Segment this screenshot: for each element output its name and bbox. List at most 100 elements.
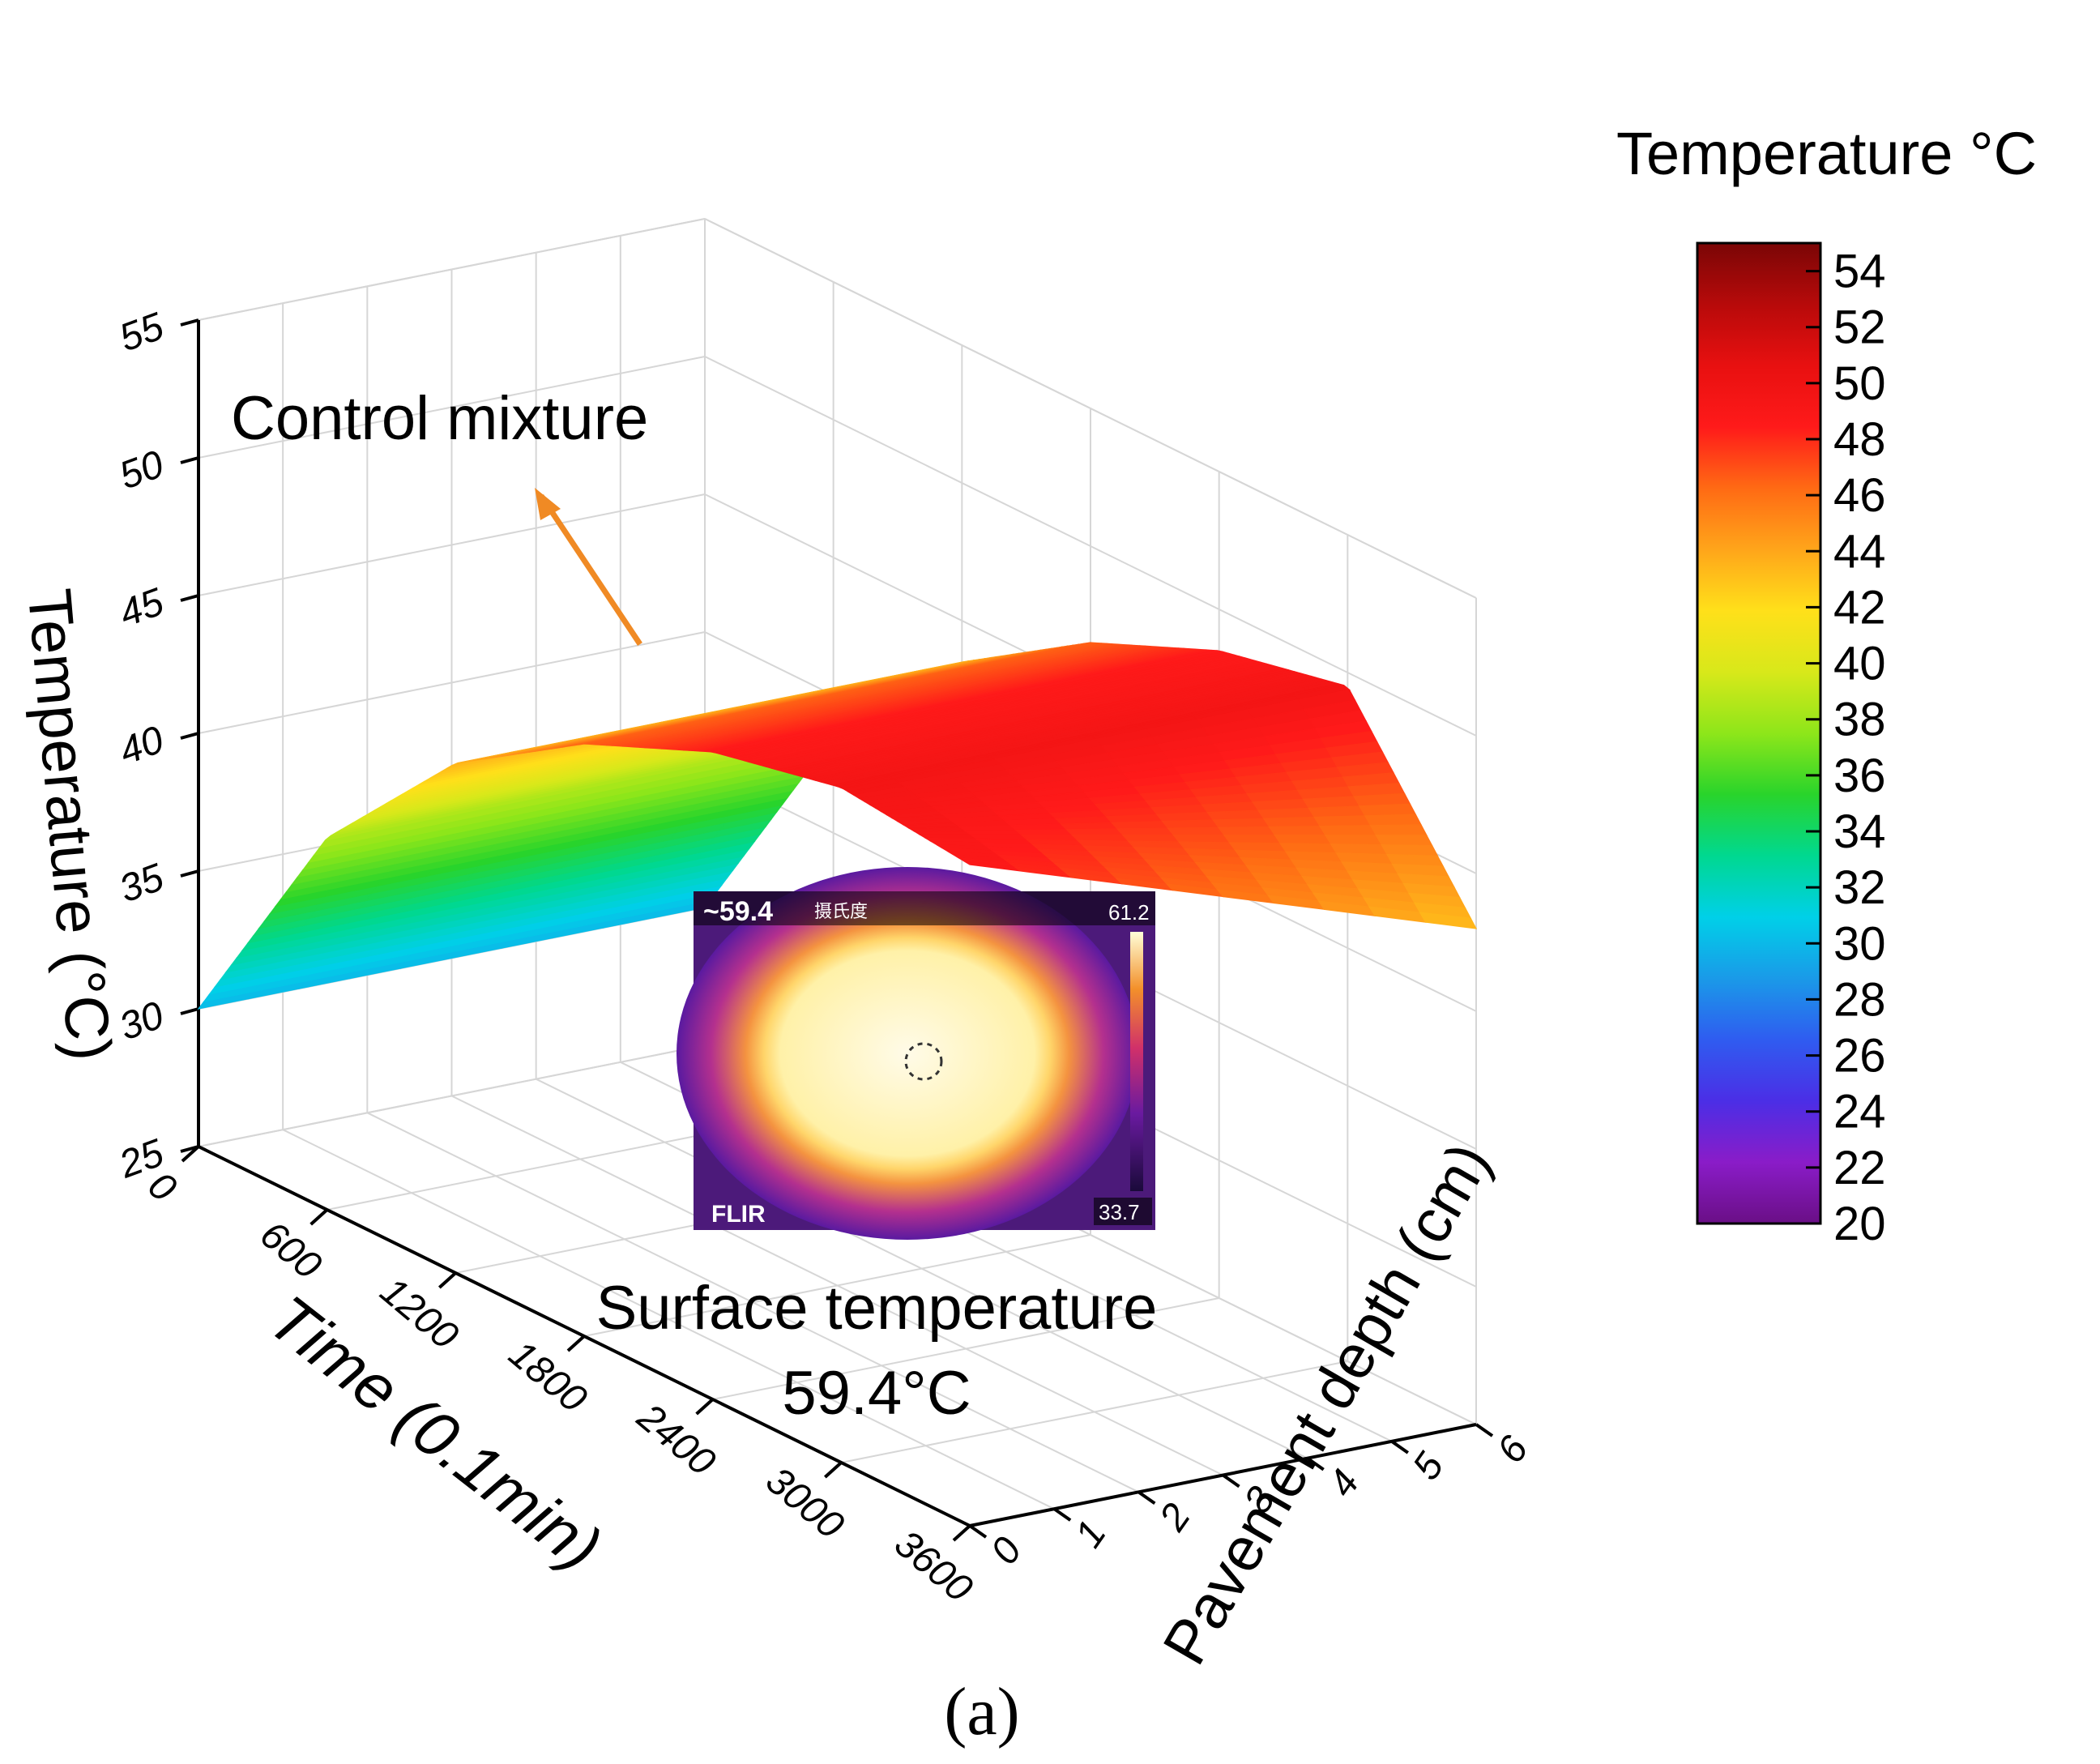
- colorbar-tick-label: 40: [1833, 638, 1886, 690]
- grid-line: [536, 1078, 1308, 1459]
- colorbar-tick-label: 20: [1833, 1198, 1886, 1250]
- colorbar-tick-label: 28: [1833, 973, 1886, 1026]
- z-tick-mark: [180, 594, 199, 602]
- depth-tick-mark: [968, 1524, 988, 1539]
- surface-patch: [1268, 825, 1326, 836]
- surface-patch: [1308, 805, 1366, 818]
- z-tick-mark: [180, 318, 199, 327]
- depth-tick-label: 5: [1405, 1446, 1453, 1489]
- colorbar-tick-label: 50: [1833, 357, 1886, 410]
- grid-line: [198, 631, 706, 734]
- colorbar-tick-label: 24: [1833, 1086, 1886, 1138]
- inset-title-strip: [694, 891, 1155, 925]
- surface-patch: [1167, 826, 1225, 836]
- colorbar: Temperature °C 2022242628303234363840424…: [1616, 120, 2037, 1250]
- time-tick-mark: [695, 1398, 715, 1416]
- surface-patch: [1161, 819, 1220, 829]
- colorbar-tick-label: 46: [1833, 469, 1886, 522]
- time-tick-mark: [181, 1145, 200, 1163]
- time-tick-label: 600: [252, 1213, 330, 1288]
- colorbar-gradient: [1696, 241, 1822, 1225]
- colorbar-title: Temperature °C: [1616, 120, 2037, 187]
- depth-tick-label: 1: [1067, 1513, 1115, 1555]
- time-tick-mark: [438, 1271, 457, 1289]
- time-tick-label: 3000: [758, 1459, 852, 1548]
- colorbar-tick-label: 34: [1833, 805, 1886, 858]
- grid-line: [451, 1095, 1223, 1476]
- inset-scale-min: 33.7: [1099, 1200, 1140, 1224]
- surface-patch: [1318, 825, 1377, 836]
- inset-readout: ~59.4: [703, 896, 773, 927]
- grid-line: [704, 218, 1477, 599]
- surface-patch: [1217, 826, 1276, 836]
- inset-unit: 摄氏度: [814, 901, 868, 921]
- surface-patch: [1110, 821, 1169, 830]
- surface-patch: [1313, 815, 1372, 827]
- surface-patch: [1262, 816, 1321, 827]
- time-tick-mark: [823, 1461, 843, 1479]
- surface-patch: [1324, 835, 1383, 846]
- depth-tick-mark: [1390, 1440, 1409, 1454]
- inset-scale-max: 61.2: [1108, 900, 1150, 925]
- depth-tick-mark: [1138, 1490, 1156, 1505]
- colorbar-tick-label: 54: [1833, 246, 1886, 298]
- z-tick-mark: [180, 456, 199, 464]
- colorbar-tick-label: 36: [1833, 750, 1886, 802]
- time-tick-mark: [309, 1208, 329, 1226]
- colorbar-tick-label: 44: [1833, 525, 1886, 578]
- grid-line: [198, 218, 706, 321]
- surface-patch: [1065, 828, 1125, 836]
- z-tick-label: 40: [114, 718, 170, 773]
- thermal-inset-image: ~59.4 摄氏度 61.2 33.7 FLIR: [677, 867, 1155, 1240]
- depth-tick-mark: [1222, 1473, 1240, 1489]
- surface-patch: [1419, 912, 1478, 929]
- surface-patch: [1358, 803, 1417, 817]
- depth-tick-label: 6: [1489, 1429, 1537, 1471]
- colorbar-tick-label: 52: [1833, 301, 1886, 354]
- colorbar-tick-label: 42: [1833, 581, 1886, 634]
- colorbar-tick-label: 32: [1833, 861, 1886, 914]
- time-tick-label: 2400: [629, 1395, 723, 1484]
- grid-line: [282, 1129, 1055, 1510]
- surface-patch: [1116, 827, 1175, 836]
- surface-patch: [912, 830, 973, 835]
- time-tick-mark: [566, 1335, 586, 1352]
- depth-tick-mark: [1475, 1423, 1494, 1437]
- surface-patch: [1375, 835, 1433, 847]
- surface-patch: [1223, 834, 1282, 844]
- colorbar-tick-label: 30: [1833, 917, 1886, 970]
- z-tick-mark: [180, 869, 199, 878]
- temperature-surface: [197, 642, 1478, 1010]
- annotation-arrowhead: [535, 488, 561, 520]
- surface-patch: [1212, 818, 1270, 828]
- inset-scale-bar: [1130, 932, 1143, 1191]
- z-tick-label: 55: [114, 305, 170, 360]
- z-tick-mark: [180, 1007, 199, 1015]
- time-tick-label: 1200: [372, 1270, 466, 1358]
- depth-tick-label: 2: [1151, 1496, 1199, 1539]
- surface-patch: [1369, 824, 1428, 836]
- z-tick-mark: [180, 732, 199, 740]
- surface-patch: [1364, 814, 1422, 826]
- z-tick-label: 45: [114, 580, 170, 635]
- time-tick-mark: [952, 1524, 971, 1542]
- inset-crosshair-icon: [904, 1042, 943, 1081]
- surface-patch: [1014, 829, 1073, 836]
- inset-value: 59.4°C: [782, 1359, 971, 1428]
- z-axis-title: Temperature (°C): [15, 586, 125, 1063]
- inset-brand: FLIR: [711, 1201, 766, 1228]
- annotations: Control mixture: [231, 384, 648, 646]
- grid-line: [198, 356, 706, 459]
- colorbar-tick-label: 48: [1833, 413, 1886, 466]
- time-tick-label: 1800: [501, 1333, 595, 1421]
- annotation-arrow: [539, 494, 642, 646]
- surface-patch: [963, 829, 1023, 836]
- z-tick-label: 50: [114, 442, 170, 498]
- inset-hot-region: [677, 867, 1138, 1240]
- time-tick-label: 3600: [886, 1523, 980, 1611]
- grid-line: [366, 1112, 1139, 1493]
- grid-line: [198, 493, 706, 596]
- surface-patch: [1274, 834, 1332, 845]
